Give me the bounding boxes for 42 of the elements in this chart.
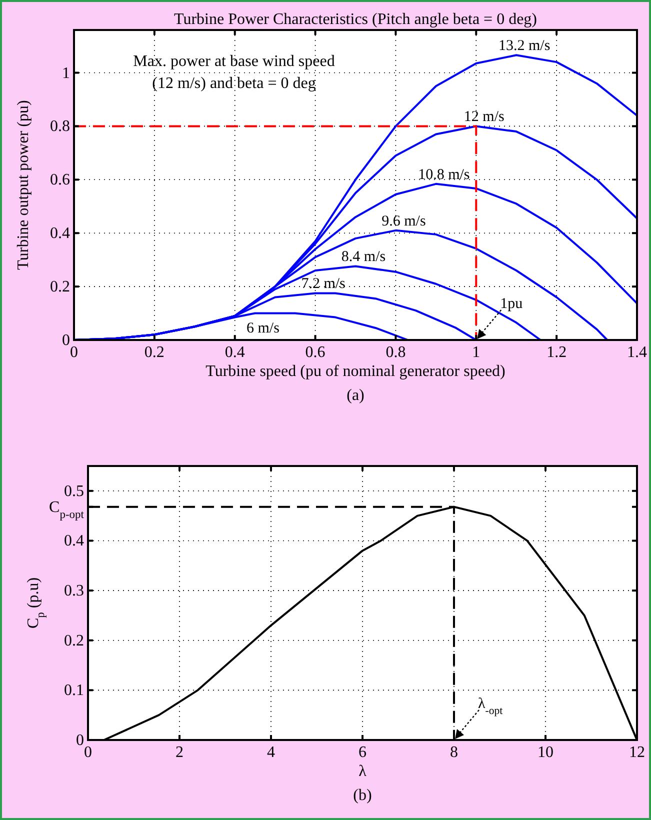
y-tick-label: 0.5 xyxy=(64,482,84,500)
y-tick-label: 0.6 xyxy=(50,172,70,189)
x-tick-label: 10 xyxy=(538,744,554,761)
x-tick-label: 2 xyxy=(176,744,184,761)
chart-title: Turbine Power Characteristics (Pitch angle beta = 0 deg) xyxy=(174,11,538,28)
series-label: 10.8 m/s xyxy=(418,166,470,183)
series-label: 7.2 m/s xyxy=(301,276,346,292)
x-tick-label: 1.4 xyxy=(627,344,647,361)
y-tick-label: 0 xyxy=(62,332,70,349)
x-tick-label: 12 xyxy=(629,744,645,761)
annotation: Max. power at base wind speed (12 m/s) and beta = 0 deg xyxy=(133,53,335,92)
x-tick-label: 0.8 xyxy=(386,344,406,361)
x-tick-label: 1.2 xyxy=(546,344,567,361)
x-tick-label: 4 xyxy=(267,744,275,761)
y-tick-label: C$_{p-opt}$ xyxy=(49,498,85,521)
x-tick-label: 8 xyxy=(450,744,458,761)
annotation: 1pu xyxy=(500,296,524,312)
x-tick-label: 0.4 xyxy=(224,344,245,361)
series-label: 9.6 m/s xyxy=(382,213,426,230)
series-label: 6 m/s xyxy=(246,320,280,336)
x-tick-label: 0.6 xyxy=(305,344,326,361)
y-axis-title: Turbine output power (pu) xyxy=(15,100,32,270)
series-label: 13.2 m/s xyxy=(498,38,550,54)
y-tick-label: 0.4 xyxy=(50,225,70,242)
y-tick-label: 0.2 xyxy=(64,632,84,650)
x-tick-label: 0.2 xyxy=(144,344,164,361)
text: (a) xyxy=(346,387,364,404)
y-tick-label: 0 xyxy=(76,732,84,749)
text: (b) xyxy=(353,787,372,804)
y-tick-label: 0.2 xyxy=(50,278,70,296)
x-tick-label: 1 xyxy=(472,344,480,361)
y-tick-label: 0.8 xyxy=(50,118,70,136)
y-tick-label: 0.4 xyxy=(64,532,84,550)
annotation: λ$_{-opt}$ xyxy=(478,696,503,717)
y-tick-label: 0.1 xyxy=(64,682,84,700)
series-label: 12 m/s xyxy=(464,109,505,126)
y-tick-label: 1 xyxy=(62,64,70,82)
series-label: 8.4 m/s xyxy=(341,249,386,266)
x-axis-title: Turbine speed (pu of nominal generator speed) xyxy=(206,363,506,380)
x-tick-label: 6 xyxy=(358,744,366,761)
x-axis-title: λ xyxy=(358,763,367,780)
y-tick-label: 0.3 xyxy=(64,582,84,600)
